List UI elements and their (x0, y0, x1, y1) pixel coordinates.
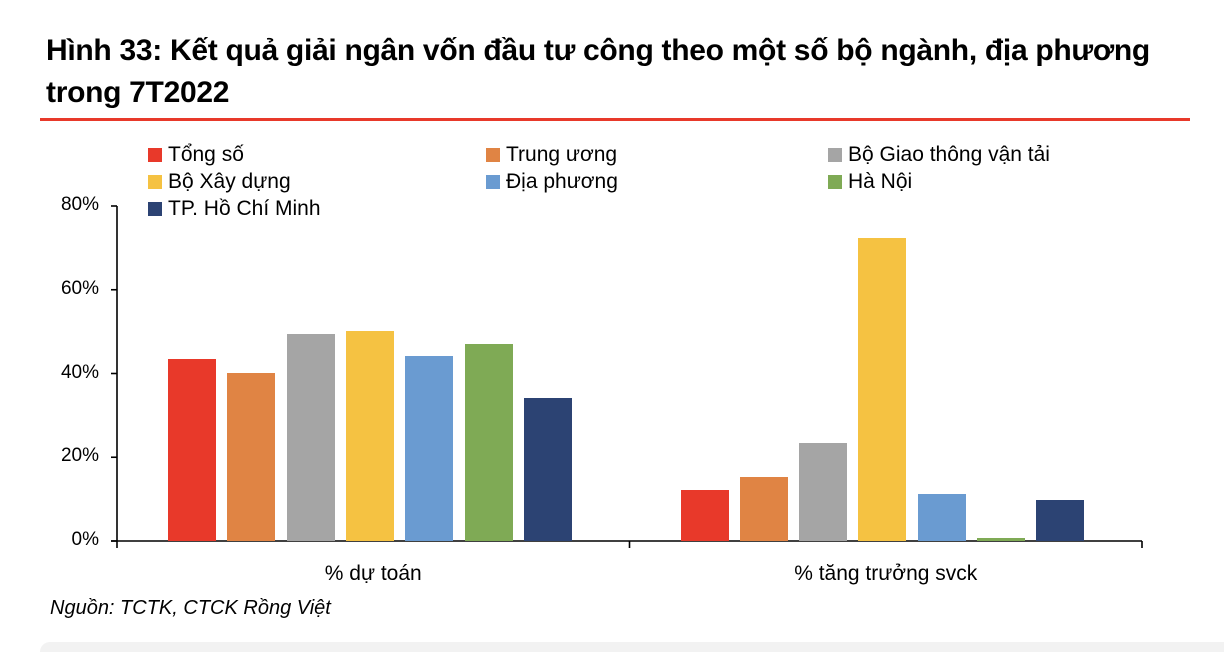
legend-label: Bộ Giao thông vận tải (848, 143, 1050, 166)
legend-item: Bộ Giao thông vận tải (828, 141, 1050, 169)
y-tick-label: 20% (60, 445, 99, 467)
y-tick-label: 80% (60, 194, 99, 215)
legend-label: TP. Hồ Chí Minh (168, 197, 321, 220)
legend-swatch (486, 148, 500, 162)
legend-item: Địa phương (486, 168, 618, 196)
bar (739, 476, 788, 541)
chart-title: Hình 33: Kết quả giải ngân vốn đầu tư cô… (46, 34, 1150, 109)
bottom-strip (40, 642, 1224, 652)
legend-label: Bộ Xây dựng (168, 170, 291, 193)
bar (464, 343, 513, 541)
legend-swatch (148, 202, 162, 216)
legend-item: TP. Hồ Chí Minh (148, 195, 321, 223)
bar (858, 237, 907, 541)
bar (405, 355, 454, 541)
legend: Tổng số Trung ương Bộ Giao thông vận tải Bộ… (148, 141, 1148, 225)
legend-swatch (148, 175, 162, 189)
bar (345, 330, 394, 541)
bar (227, 372, 276, 541)
legend-item: Tổng số (148, 141, 244, 169)
bar (1036, 499, 1085, 541)
y-tick-label: 0% (71, 529, 99, 550)
x-category-label: % dự toán (324, 562, 422, 585)
legend-item: Hà Nội (828, 168, 912, 196)
bar (680, 490, 729, 541)
legend-swatch (828, 148, 842, 162)
legend-swatch (486, 175, 500, 189)
legend-label: Trung ương (506, 143, 618, 166)
bar (917, 494, 966, 541)
legend-label: Tổng số (168, 143, 244, 166)
legend-label: Địa phương (506, 170, 618, 193)
bar (523, 397, 572, 541)
legend-item: Bộ Xây dựng (148, 168, 291, 196)
bar (168, 358, 216, 541)
legend-swatch (148, 148, 162, 162)
source-note: Nguồn: TCTK, CTCK Rồng Việt (50, 597, 331, 619)
y-tick-label: 40% (60, 361, 99, 383)
legend-item: Trung ương (486, 141, 617, 169)
y-tick-label: 60% (60, 277, 99, 299)
bar (286, 333, 335, 541)
legend-label: Hà Nội (848, 170, 913, 193)
legend-swatch (828, 175, 842, 189)
x-category-label: % tăng trưởng svck (794, 562, 978, 585)
title-divider (40, 118, 1190, 121)
bar (799, 443, 848, 541)
bar (977, 538, 1025, 541)
